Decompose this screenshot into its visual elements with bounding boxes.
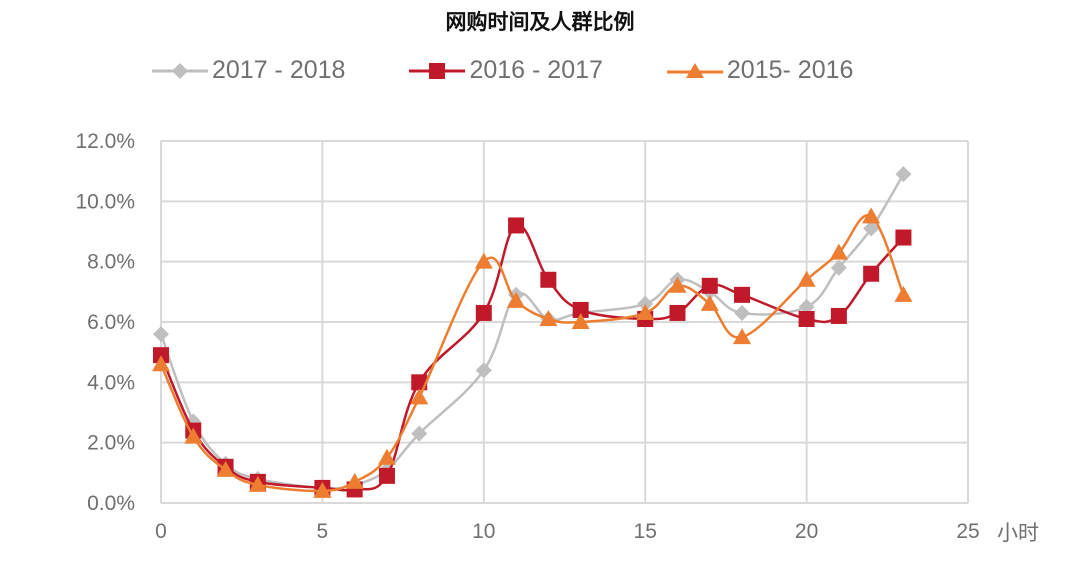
- y-tick-label: 12.0%: [75, 130, 135, 153]
- diamond-marker-icon: [153, 326, 169, 343]
- square-marker-icon: [540, 271, 557, 288]
- triangle-marker-icon: [377, 448, 396, 465]
- y-tick-label: 2.0%: [87, 432, 135, 455]
- triangle-marker-icon: [313, 481, 332, 498]
- triangle-marker-icon: [894, 285, 913, 302]
- triangle-marker-icon: [410, 388, 429, 405]
- square-marker-icon: [669, 304, 686, 321]
- y-tick-label: 8.0%: [87, 251, 135, 274]
- triangle-marker-icon: [248, 475, 267, 492]
- y-tick-label: 4.0%: [87, 371, 135, 394]
- diamond-marker-icon: [637, 295, 654, 312]
- legend-label: 2017 - 2018: [212, 56, 346, 84]
- x-tick-label: 10: [472, 520, 495, 543]
- diamond-marker-icon: [895, 166, 912, 183]
- square-marker-icon: [153, 347, 169, 364]
- square-marker-icon: [378, 467, 395, 484]
- triangle-marker-icon: [184, 427, 203, 444]
- square-marker-icon: [572, 301, 589, 318]
- chart-title: 网购时间及人群比例: [445, 10, 635, 34]
- square-marker-icon: [863, 265, 880, 282]
- triangle-marker-icon: [700, 294, 719, 311]
- legend-label: 2015- 2016: [726, 56, 854, 84]
- triangle-marker-icon: [636, 303, 655, 320]
- square-marker-icon: [798, 310, 815, 327]
- y-axis-ticks: 0.0% 2.0% 4.0% 6.0% 8.0% 10.0% 12.0%: [75, 130, 135, 515]
- diamond-marker-icon: [863, 220, 880, 237]
- triangle-marker-icon: [345, 472, 364, 489]
- legend-item-2015-2016: 2015- 2016: [665, 56, 854, 85]
- square-marker-icon: [409, 62, 466, 79]
- y-tick-label: 10.0%: [75, 190, 135, 213]
- triangle-marker-icon: [733, 328, 752, 345]
- x-axis-ticks: 0 5 10 15 20 25: [155, 520, 980, 543]
- square-marker-icon: [830, 307, 847, 324]
- diamond-marker-icon: [830, 259, 847, 276]
- series-2016-2017: [153, 217, 912, 498]
- x-axis-unit: 小时: [997, 521, 1039, 545]
- data-series: [152, 166, 913, 498]
- square-marker-icon: [734, 286, 751, 303]
- legend-item-2017-2018: 2017 - 2018: [150, 56, 345, 85]
- diamond-marker-icon: [152, 62, 208, 79]
- triangle-marker-icon: [571, 313, 590, 329]
- legend-label: 2016 - 2017: [469, 56, 603, 84]
- y-tick-label: 0.0%: [87, 492, 135, 515]
- diamond-marker-icon: [798, 298, 815, 315]
- triangle-marker-icon: [474, 252, 493, 269]
- x-tick-label: 5: [317, 520, 329, 543]
- square-marker-icon: [508, 217, 525, 234]
- triangle-marker-icon: [216, 460, 235, 477]
- legend: 2017 - 2018 2016 - 2017 2015- 2016: [150, 56, 915, 85]
- triangle-marker-icon: [668, 276, 687, 293]
- x-tick-label: 20: [795, 520, 818, 543]
- y-tick-label: 6.0%: [87, 311, 135, 334]
- triangle-marker-icon: [539, 309, 558, 326]
- diamond-marker-icon: [411, 425, 428, 442]
- series-2017-2018: [153, 166, 912, 496]
- triangle-marker-icon: [797, 270, 816, 287]
- square-marker-icon: [701, 277, 718, 294]
- diamond-marker-icon: [734, 304, 751, 321]
- x-tick-label: 0: [155, 520, 167, 543]
- square-marker-icon: [895, 229, 912, 246]
- triangle-marker-icon: [507, 291, 526, 308]
- triangle-marker-icon: [666, 62, 723, 78]
- legend-item-2016-2017: 2016 - 2017: [407, 56, 603, 85]
- square-marker-icon: [475, 304, 492, 321]
- diamond-marker-icon: [475, 362, 492, 379]
- triangle-marker-icon: [829, 243, 848, 260]
- series-2015-2016: [152, 207, 913, 498]
- triangle-marker-icon: [152, 355, 170, 372]
- triangle-marker-icon: [862, 207, 881, 224]
- x-tick-label: 25: [956, 520, 979, 543]
- x-tick-label: 15: [634, 520, 657, 543]
